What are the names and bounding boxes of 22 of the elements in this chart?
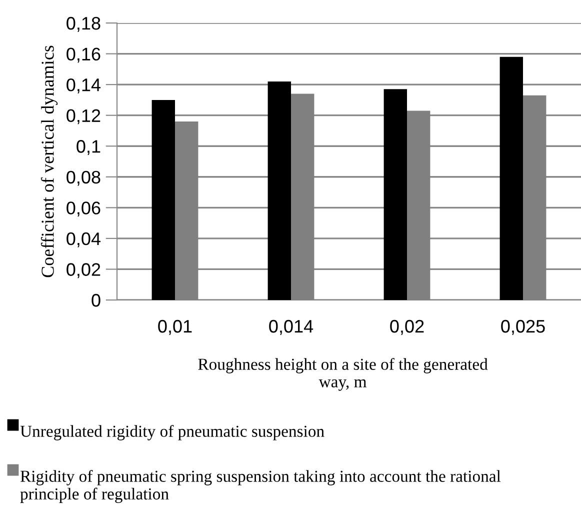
bar	[152, 100, 175, 300]
y-axis-title: Coefficient of vertical dynamics	[40, 46, 58, 278]
x-axis-title: Roughness height on a site of the generated way, m	[198, 358, 488, 391]
y-tick-label: 0,06	[66, 202, 100, 217]
x-tick-label: 0,01	[158, 320, 192, 335]
y-tick-label: 0	[92, 294, 100, 307]
bar	[500, 56, 523, 300]
y-tick-label: 0,1	[76, 140, 100, 155]
y-tick-label: 0,02	[66, 263, 100, 278]
bar	[268, 81, 291, 300]
y-tick-label: 0,12	[66, 109, 100, 124]
legend-label: Rigidity of pneumatic spring suspension taking into account the rational principle of regulation	[20, 470, 501, 504]
legend-label: Unregulated rigidity of pneumatic suspension	[20, 425, 324, 440]
y-tick-label: 0,18	[66, 16, 100, 32]
x-tick-label: 0,025	[501, 320, 545, 335]
bar	[384, 89, 407, 300]
x-tick-label: 0,014	[269, 320, 314, 335]
y-tick-label: 0,04	[66, 232, 101, 248]
x-tick-label: 0,02	[390, 320, 424, 335]
y-tick-label: 0,08	[66, 170, 100, 186]
y-tick-label: 0,14	[66, 78, 101, 94]
y-tick-label: 0,16	[66, 48, 100, 63]
